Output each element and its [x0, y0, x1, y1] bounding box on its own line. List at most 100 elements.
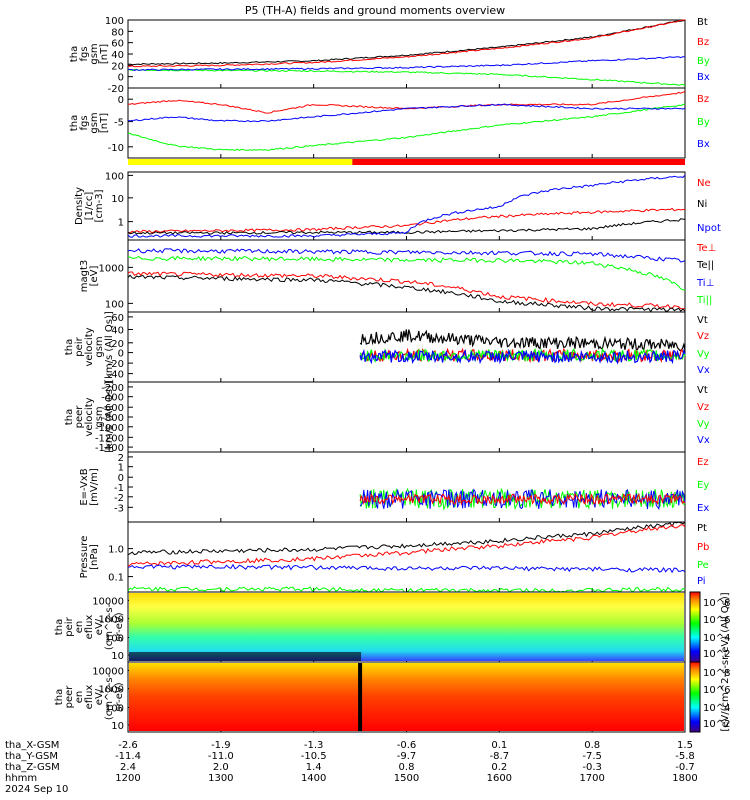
colorbar-tick: 10^6: [703, 615, 730, 626]
colorbar-tick: 10^4: [703, 633, 730, 644]
series-Te⊥: [127, 271, 686, 310]
ytick-label: 1.0: [108, 545, 124, 556]
ylabel-line: [km/s (All Qs)]: [104, 311, 115, 383]
legend-Npot: Npot: [697, 223, 721, 234]
ylabel-line: eV/: [94, 688, 105, 705]
colorbar-bottom: [689, 661, 701, 733]
panel-frame: [127, 451, 686, 523]
colorbar-tick: 10^4: [703, 703, 730, 714]
xaxis-value: 1800: [672, 773, 697, 784]
ylabel-line: fgs: [79, 46, 90, 61]
ylabel-line: tha: [64, 339, 75, 355]
ytick-label: 40: [111, 326, 124, 337]
legend-Ey: Ey: [697, 480, 709, 491]
ylabel-line: Density: [74, 187, 85, 225]
panel-efield: E=-VxB [mV/m] 210-1-2-3 Ez Ey Ex: [79, 451, 709, 523]
ylabel-line: tha: [69, 46, 80, 62]
xaxis-value: -8.7: [490, 751, 510, 762]
xaxis-value: -11.0: [208, 751, 234, 762]
ytick-label: 0: [118, 73, 124, 84]
xaxis-value: 1500: [394, 773, 419, 784]
ytick-label: 20: [111, 61, 124, 72]
ytick-label: 10: [111, 194, 124, 205]
plot-title: P5 (TH-A) fields and ground moments over…: [245, 4, 505, 17]
legend-Te||: Te||: [696, 260, 714, 271]
panel-peer_velocity: tha peer velocity gsm [km/s (All Qs)]-200-40…: [64, 381, 710, 454]
ytick-label: -3: [114, 503, 124, 514]
xaxis-row-label: hhmm: [5, 773, 37, 784]
ylabel-line: tha: [69, 115, 80, 131]
ylabel-line: en: [74, 621, 85, 634]
ytick-label: 100: [105, 171, 124, 182]
series-Ti||: [127, 255, 686, 291]
ylabel-line: peir: [74, 336, 85, 356]
ytick-label: 60: [111, 39, 124, 50]
series-Pb: [127, 524, 686, 567]
ytick-label: -40: [108, 370, 124, 381]
ylabel-line: [cm-3]: [94, 189, 105, 222]
xaxis-value: -9.7: [397, 751, 417, 762]
ylabel-line: [nT]: [99, 113, 110, 133]
xaxis-row-label: tha_Y-GSM: [5, 751, 58, 762]
xaxis-value: -0.7: [675, 762, 695, 773]
ytick-label: -2: [114, 493, 124, 504]
series-By: [127, 68, 686, 87]
ytick-label: 20: [111, 339, 124, 350]
panel-frame: [127, 521, 686, 593]
colorbar-tick: 10^2: [703, 719, 730, 730]
ylabel-line: [eV]: [89, 266, 100, 287]
ytick-label: -20: [108, 84, 124, 95]
ytick-label: -20: [108, 359, 124, 370]
panel-peer_spec: tha peer en eflux eV/(cm^2-s-sr-eV) 10000 1000…: [54, 661, 686, 733]
panel-frame: [127, 311, 686, 383]
series-By: [127, 103, 686, 151]
legend-Bz: Bz: [697, 94, 709, 105]
legend-Vy: Vy: [697, 349, 710, 360]
xaxis-value: 0.8: [399, 762, 415, 773]
legend-Bx: Bx: [697, 72, 710, 83]
spectrogram-gap: [358, 663, 363, 731]
ylabel-line: [km/s (All Qs)]: [104, 381, 115, 453]
ytick-label: 0: [118, 473, 124, 484]
ytick-label: -200: [101, 383, 124, 394]
ytick-label: -1000: [95, 423, 124, 434]
panel-fgs_zoom: tha fgs gsm [nT] 0 -5 -10 Bz By Bx: [69, 87, 710, 159]
ylabel-line: gsm: [89, 112, 100, 133]
xaxis-row-label: 2024 Sep 10: [5, 784, 68, 795]
xaxis-value: 2.4: [120, 762, 136, 773]
series-Vt: [359, 329, 686, 352]
series-Te||: [127, 274, 686, 313]
xaxis-value: 1.4: [306, 762, 322, 773]
xaxis-value: -1.3: [304, 740, 324, 751]
xaxis-value: 1300: [208, 773, 233, 784]
xaxis-value: -0.3: [582, 762, 602, 773]
legend-Ez: Ez: [697, 457, 709, 468]
panel-peir_velocity: tha peir velocity gsm [km/s (All Qs)]60 40 200…: [64, 311, 710, 383]
series-Ti⊥: [127, 248, 686, 263]
ytick-label: 100: [105, 634, 124, 645]
ytick-label: 80: [111, 27, 124, 38]
ytick-label: 1: [118, 218, 124, 229]
spectrogram-noise: [129, 652, 362, 661]
ytick-label: -1: [114, 483, 124, 494]
panel-frame: [127, 171, 686, 241]
ylabel-line: sr-eV): [114, 612, 125, 641]
colorbar-tick: 10^6: [703, 685, 730, 696]
legend-Te⊥: Te⊥: [696, 243, 716, 254]
xaxis-value: -2.6: [118, 740, 138, 751]
xaxis-value: -0.6: [397, 740, 417, 751]
efield-trace: [359, 492, 686, 506]
ylabel-line: en: [74, 691, 85, 704]
legend-Vx: Vx: [697, 435, 710, 446]
ylabel-line: eflux: [84, 685, 95, 710]
panel-pressure: Pressure [nPa] 1.0 0.1 Pt Pb Pe Pi: [79, 521, 709, 593]
spectrogram-fill: [129, 593, 684, 661]
ylabel-line: peer: [74, 405, 85, 429]
panel-frame: [127, 87, 686, 159]
legend-Vt: Vt: [697, 385, 708, 396]
ytick-label: 0.1: [108, 573, 124, 584]
panel-density: Density [1/cc] [cm-3]100 10 1 Ne Ni Npot: [74, 171, 721, 241]
legend-Pb: Pb: [697, 542, 709, 553]
xaxis-row-label: tha_X-GSM: [5, 740, 59, 751]
ytick-label: 1: [118, 463, 124, 474]
